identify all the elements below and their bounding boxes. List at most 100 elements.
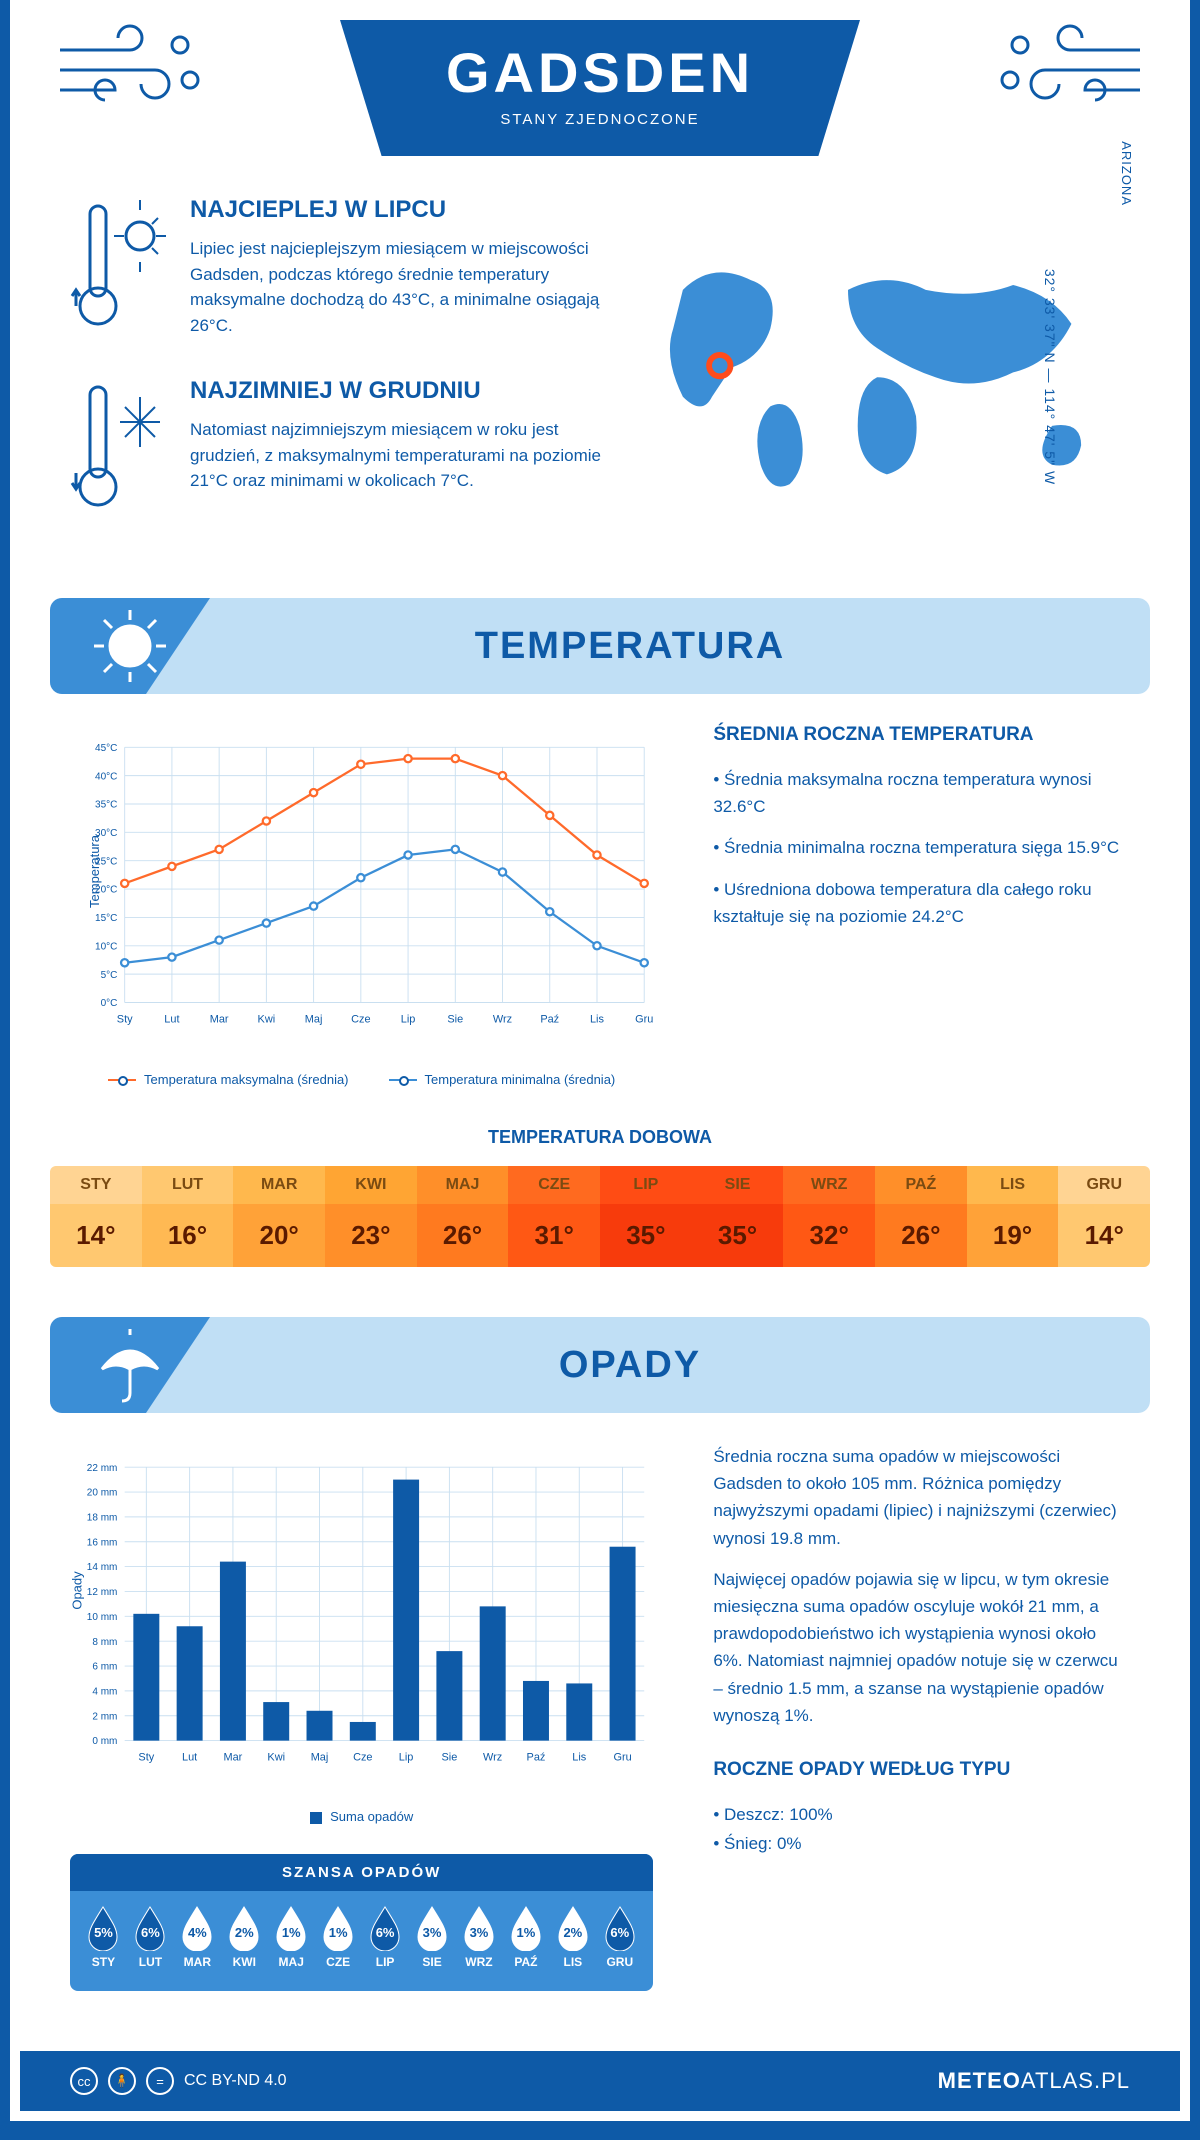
svg-text:Mar: Mar [210, 1014, 229, 1026]
rain-chance-drop: 3% SIE [409, 1905, 456, 1969]
svg-text:35°C: 35°C [95, 800, 117, 811]
coldest-body: Natomiast najzimniejszym miesiącem w rok… [190, 417, 604, 494]
umbrella-icon [90, 1325, 170, 1405]
svg-text:Lip: Lip [401, 1014, 416, 1026]
intro-section: NAJCIEPLEJ W LIPCU Lipiec jest najcieple… [10, 166, 1190, 598]
svg-text:Wrz: Wrz [493, 1014, 512, 1026]
daily-temp-cell: KWI 23° [325, 1166, 417, 1267]
svg-text:16 mm: 16 mm [87, 1537, 118, 1548]
daily-temp-cell: LIP 35° [600, 1166, 692, 1267]
wind-icon-right [990, 20, 1150, 120]
nd-icon: = [146, 2067, 174, 2095]
temp-bullet: Uśredniona dobowa temperatura dla całego… [713, 876, 1130, 930]
precip-p2: Najwięcej opadów pojawia się w lipcu, w … [713, 1566, 1130, 1729]
svg-text:4 mm: 4 mm [92, 1687, 117, 1698]
svg-text:Sty: Sty [138, 1752, 154, 1764]
license-text: CC BY-ND 4.0 [184, 2072, 287, 2090]
svg-text:6 mm: 6 mm [92, 1662, 117, 1673]
svg-text:20 mm: 20 mm [87, 1488, 118, 1499]
temp-bullet: Średnia minimalna roczna temperatura się… [713, 834, 1130, 861]
svg-text:14 mm: 14 mm [87, 1562, 118, 1573]
rain-chance-drop: 1% MAJ [268, 1905, 315, 1969]
precip-y-label: Opady [70, 1571, 85, 1609]
svg-text:22 mm: 22 mm [87, 1463, 118, 1474]
temperature-chart: Temperatura 0°C5°C10°C15°C20°C25°C30°C35… [70, 724, 653, 1087]
daily-temp-cell: SIE 35° [692, 1166, 784, 1267]
rain-chance-drop: 2% KWI [221, 1905, 268, 1969]
rain-chance-drop: 6% GRU [596, 1905, 643, 1969]
svg-text:Lis: Lis [572, 1752, 587, 1764]
daily-temp-cell: GRU 14° [1058, 1166, 1150, 1267]
svg-text:Sie: Sie [441, 1752, 457, 1764]
svg-text:Lut: Lut [182, 1752, 197, 1764]
svg-text:Lis: Lis [590, 1014, 605, 1026]
svg-text:Lip: Lip [399, 1752, 414, 1764]
svg-text:Maj: Maj [305, 1014, 323, 1026]
precip-type-title: ROCZNE OPADY WEDŁUG TYPU [713, 1759, 1130, 1781]
precip-chart-area: Opady 0 mm 2 mm 4 mm 6 mm 8 mm 10 mm 12 mm 14 m… [70, 1443, 653, 1991]
svg-text:Sty: Sty [117, 1014, 133, 1026]
temperature-summary: ŚREDNIA ROCZNA TEMPERATURA Średnia maksy… [713, 724, 1130, 1087]
city-name: GADSDEN [420, 40, 780, 105]
avg-temp-title: ŚREDNIA ROCZNA TEMPERATURA [713, 724, 1130, 746]
svg-text:Gru: Gru [635, 1014, 653, 1026]
svg-text:Wrz: Wrz [483, 1752, 502, 1764]
coldest-title: NAJZIMNIEJ W GRUDNIU [190, 377, 604, 405]
daily-temp-title: TEMPERATURA DOBOWA [10, 1127, 1190, 1148]
svg-text:2 mm: 2 mm [92, 1711, 117, 1722]
svg-text:8 mm: 8 mm [92, 1637, 117, 1648]
rain-chance-box: SZANSA OPADÓW 5% STY 6% LUT 4% MAR 2% KW… [70, 1854, 653, 1991]
precip-title: OPADY [110, 1344, 1150, 1387]
svg-text:Mar: Mar [224, 1752, 243, 1764]
svg-text:Cze: Cze [351, 1014, 370, 1026]
hottest-title: NAJCIEPLEJ W LIPCU [190, 196, 604, 224]
rain-chance-drop: 2% LIS [549, 1905, 596, 1969]
rain-chance-drop: 6% LIP [362, 1905, 409, 1969]
rain-chance-drop: 4% MAR [174, 1905, 221, 1969]
rain-chance-drop: 6% LUT [127, 1905, 174, 1969]
precip-legend: Suma opadów [70, 1809, 653, 1824]
svg-text:15°C: 15°C [95, 913, 117, 924]
svg-text:Cze: Cze [353, 1752, 372, 1764]
temperature-banner: TEMPERATURA [50, 598, 1150, 694]
wind-icon-left [50, 20, 210, 120]
world-map: ARIZONA 32° 33' 37" N — 114° 47' 5" W [644, 196, 1130, 558]
coordinates: 32° 33' 37" N — 114° 47' 5" W [1042, 269, 1058, 485]
legend-item: Temperatura minimalna (średnia) [389, 1072, 616, 1087]
license: cc 🧍 = CC BY-ND 4.0 [70, 2067, 287, 2095]
precip-type-bullet: Śnieg: 0% [713, 1830, 1130, 1859]
by-icon: 🧍 [108, 2067, 136, 2095]
rain-chance-drop: 3% WRZ [456, 1905, 503, 1969]
daily-temp-cell: PAŹ 26° [875, 1166, 967, 1267]
svg-text:Kwi: Kwi [267, 1752, 285, 1764]
thermometer-snow-icon [70, 377, 170, 522]
country-name: STANY ZJEDNOCZONE [420, 111, 780, 128]
svg-text:10 mm: 10 mm [87, 1612, 118, 1623]
legend-item: Temperatura maksymalna (średnia) [108, 1072, 348, 1087]
svg-text:45°C: 45°C [95, 743, 117, 754]
header: GADSDEN STANY ZJEDNOCZONE [10, 0, 1190, 166]
precip-p1: Średnia roczna suma opadów w miejscowośc… [713, 1443, 1130, 1552]
precip-banner: OPADY [50, 1317, 1150, 1413]
footer: cc 🧍 = CC BY-ND 4.0 METEOATLAS.PL [20, 2051, 1180, 2111]
svg-text:5°C: 5°C [101, 970, 118, 981]
rain-chance-drop: 1% CZE [315, 1905, 362, 1969]
svg-text:Gru: Gru [613, 1752, 631, 1764]
svg-text:40°C: 40°C [95, 771, 117, 782]
svg-text:12 mm: 12 mm [87, 1587, 118, 1598]
brand: METEOATLAS.PL [938, 2068, 1130, 2094]
sun-icon [90, 606, 170, 686]
coldest-block: NAJZIMNIEJ W GRUDNIU Natomiast najzimnie… [70, 377, 604, 522]
daily-temp-cell: STY 14° [50, 1166, 142, 1267]
daily-temp-cell: MAJ 26° [417, 1166, 509, 1267]
thermometer-sun-icon [70, 196, 170, 341]
hottest-body: Lipiec jest najcieplejszym miesiącem w m… [190, 236, 604, 338]
rain-chance-drop: 1% PAŹ [502, 1905, 549, 1969]
daily-temp-cell: CZE 31° [508, 1166, 600, 1267]
region-label: ARIZONA [1119, 141, 1134, 206]
daily-temp-cell: LIS 19° [967, 1166, 1059, 1267]
rain-chance-drop: 5% STY [80, 1905, 127, 1969]
svg-text:18 mm: 18 mm [87, 1513, 118, 1524]
svg-text:0 mm: 0 mm [92, 1736, 117, 1747]
temp-y-label: Temperatura [87, 835, 102, 908]
